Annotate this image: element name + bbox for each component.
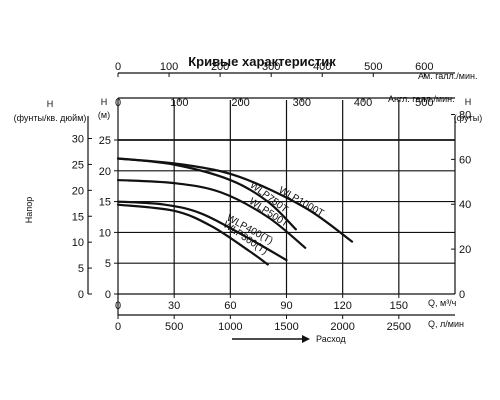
ft-label-line1: Н [465,97,472,107]
curve-wlp400-t [116,200,288,262]
x-tick-label-us: 600 [415,61,433,73]
x-tick-label-m3h: 30 [168,300,180,312]
bottom-m3h-label: Q, м³/ч [428,298,457,308]
x-tick-label-lmin: 500 [165,321,183,333]
x-tick-label-us: 0 [115,61,121,73]
psi-label-line1: Н [47,99,54,109]
x-tick-label-m3h: 0 [115,300,121,312]
curve-wlp1000t [116,157,354,243]
flow-arrow-head [302,335,310,343]
y-tick-label-ft: 20 [459,244,471,256]
x-tick-label-m3h: 60 [224,300,236,312]
y-tick-label-psi: 5 [78,263,84,275]
y-tick-label-psi: 20 [72,185,84,197]
y-tick-label-m: 10 [99,227,111,239]
y-tick-label-ft: 40 [459,199,471,211]
x-tick-label-m3h: 90 [280,300,292,312]
x-tick-label-imp: 200 [231,97,249,109]
x-tick-label-us: 100 [160,61,178,73]
y-tick-label-psi: 30 [72,134,84,146]
curve-wlp500t [116,178,307,249]
x-tick-label-us: 400 [313,61,331,73]
flow-arrow: Расход [232,334,346,344]
head-side-label: Напор [24,197,34,223]
y-tick-label-psi: 0 [78,289,84,301]
top-axis-us: Ам. галл./мин. [418,71,477,81]
left-axis-psi-label: Н (фунты/кв. дюйм) [14,99,87,123]
x-tick-label-lmin: 1000 [218,321,242,333]
x-tick-label-us: 300 [262,61,280,73]
bottom-lmin-label: Q, л/мин [428,319,464,329]
y-tick-label-m: 15 [99,197,111,209]
x-tick-label-lmin: 2000 [330,321,354,333]
x-tick-label-imp: 0 [115,97,121,109]
x-tick-label-us: 200 [211,61,229,73]
psi-label-line2: (фунты/кв. дюйм) [14,113,87,123]
chart-title: Кривые характеристик [188,54,336,69]
top-axis-imp: Англ. галл./мин. [388,94,455,104]
x-tick-label-lmin: 1500 [274,321,298,333]
y-tick-label-psi: 10 [72,237,84,249]
x-tick-label-m3h: 120 [333,300,351,312]
y-tick-label-m: 5 [105,258,111,270]
x-tick-label-imp: 400 [354,97,372,109]
y-tick-label-m: 0 [105,289,111,301]
right-axis-ft-label: Н (футы) [454,97,482,123]
x-tick-label-imp: 100 [170,97,188,109]
y-tick-label-ft: 0 [459,289,465,301]
y-tick-label-psi: 25 [72,159,84,171]
y-tick-label-m: 20 [99,166,111,178]
x-tick-label-lmin: 2500 [387,321,411,333]
curve-wlp300-t [116,203,269,266]
left-axis-m-label: Н (м) [98,97,110,120]
y-tick-label-m: 25 [99,135,111,147]
x-tick-label-us: 500 [364,61,382,73]
x-tick-label-m3h: 150 [390,300,408,312]
top-imp-label: Англ. галл./мин. [388,94,455,104]
m-label-line2: (м) [98,110,110,120]
y-tick-label-ft: 60 [459,154,471,166]
m-label-line1: Н [101,97,108,107]
ft-label-line2: (футы) [454,113,482,123]
x-tick-label-imp: 500 [415,97,433,109]
flow-label: Расход [316,334,346,344]
x-tick-label-lmin: 0 [115,321,121,333]
top-us-label: Ам. галл./мин. [418,71,477,81]
y-tick-label-ft: 80 [459,109,471,121]
y-tick-label-psi: 15 [72,211,84,223]
x-tick-label-imp: 300 [293,97,311,109]
